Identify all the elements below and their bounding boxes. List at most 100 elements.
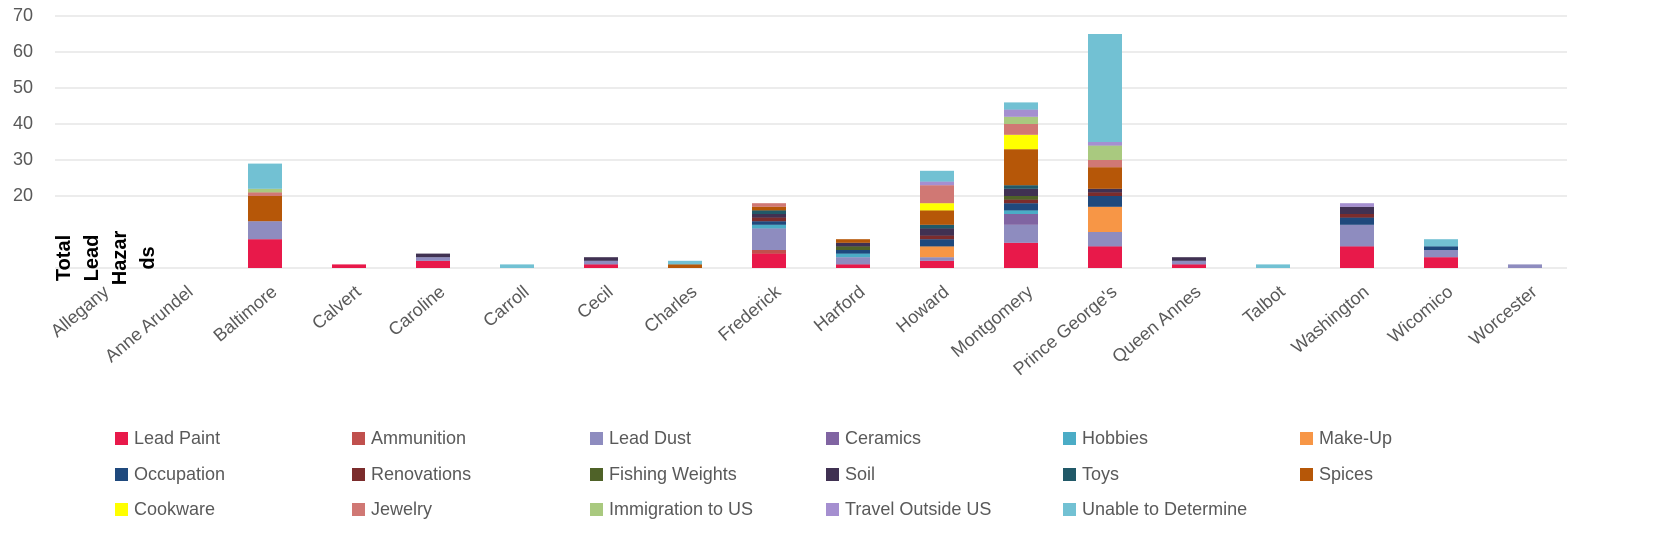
- legend-label: Cookware: [134, 499, 215, 519]
- legend-label: Jewelry: [371, 499, 432, 519]
- y-tick-label: 50: [13, 77, 33, 97]
- bar-segment: [1424, 257, 1458, 268]
- legend-label: Ammunition: [371, 428, 466, 448]
- bar-segment: [752, 253, 786, 268]
- bar-segment: [1172, 260, 1206, 265]
- bar-segment: [836, 253, 870, 258]
- y-tick-label: 40: [13, 113, 33, 133]
- bar-segment: [1424, 250, 1458, 258]
- y-tick-label: 70: [13, 5, 33, 25]
- bar-segment: [1088, 167, 1122, 189]
- legend-swatch: [590, 468, 603, 481]
- bar-segment: [1424, 246, 1458, 250]
- x-tick-label: Caroline: [384, 281, 448, 339]
- legend-swatch: [590, 503, 603, 516]
- bar-segment: [1088, 34, 1122, 142]
- legend-swatch: [352, 503, 365, 516]
- legend-label: Toys: [1082, 464, 1119, 484]
- x-tick-label: Montgomery: [947, 281, 1036, 361]
- legend-swatch: [115, 468, 128, 481]
- legend-label: Lead Dust: [609, 428, 691, 448]
- bar-segment: [920, 246, 954, 258]
- bar-segment: [1340, 246, 1374, 268]
- x-tick-label: Queen Annes: [1108, 281, 1204, 366]
- bar-segment: [1088, 188, 1122, 193]
- bar-segment: [1004, 134, 1038, 150]
- x-tick-label: Baltimore: [210, 281, 281, 345]
- legend-label: Make-Up: [1319, 428, 1392, 448]
- bar-segment: [248, 188, 282, 193]
- bar-segment: [416, 257, 450, 261]
- bar-segment: [752, 206, 786, 211]
- bar-segment: [752, 228, 786, 250]
- bar-segment: [668, 260, 702, 265]
- bar-segment: [584, 257, 618, 261]
- x-tick-label: Talbot: [1239, 281, 1289, 327]
- legend-swatch: [1063, 503, 1076, 516]
- y-tick-label: 20: [13, 185, 33, 205]
- legend-swatch: [115, 432, 128, 445]
- bar-segment: [1004, 124, 1038, 135]
- legend-label: Occupation: [134, 464, 225, 484]
- legend-label: Fishing Weights: [609, 464, 737, 484]
- bar-segment: [1508, 264, 1542, 268]
- bar-segment: [1004, 196, 1038, 200]
- legend-label: Immigration to US: [609, 499, 753, 519]
- bar-segment: [920, 239, 954, 247]
- x-tick-label: Washington: [1287, 281, 1372, 357]
- bar-segment: [1088, 246, 1122, 268]
- bar-segment: [836, 250, 870, 254]
- x-tick-label: Carroll: [479, 281, 532, 330]
- bar-segment: [500, 264, 534, 268]
- bar-segment: [752, 217, 786, 222]
- bar-segment: [1004, 149, 1038, 186]
- bar-segment: [1004, 210, 1038, 214]
- bar-segment: [1088, 145, 1122, 160]
- legend-swatch: [826, 432, 839, 445]
- bar-segment: [416, 253, 450, 258]
- x-tick-label: Cecil: [573, 281, 617, 322]
- bar-segment: [1340, 206, 1374, 214]
- x-tick-label: Calvert: [308, 281, 365, 333]
- legend-swatch: [1063, 432, 1076, 445]
- bar-segment: [920, 203, 954, 211]
- bar-segment: [836, 257, 870, 265]
- bar-segment: [584, 260, 618, 265]
- x-tick-label: Harford: [810, 281, 869, 335]
- bar-segment: [1004, 224, 1038, 243]
- bar-segment: [836, 246, 870, 250]
- bar-segment: [248, 196, 282, 222]
- bar-segment: [1088, 160, 1122, 168]
- bar-segment: [668, 264, 702, 268]
- bar-segment: [1088, 196, 1122, 207]
- bar-segment: [752, 250, 786, 254]
- bar-segment: [1340, 224, 1374, 247]
- bar-segment: [752, 214, 786, 218]
- y-axis-title: Total Lead Hazards: [53, 230, 159, 286]
- y-tick-label: 60: [13, 41, 33, 61]
- bar-segment: [248, 239, 282, 268]
- bar-segment: [1004, 188, 1038, 196]
- x-tick-label: Wicomico: [1384, 281, 1457, 346]
- x-tick-label: Howard: [892, 281, 952, 336]
- bar-segment: [248, 192, 282, 196]
- bar-segment: [920, 224, 954, 229]
- legend-label: Unable to Determine: [1082, 499, 1247, 519]
- bar-segment: [1340, 214, 1374, 218]
- bar-segment: [1004, 116, 1038, 124]
- legend-swatch: [590, 432, 603, 445]
- bar-segment: [752, 203, 786, 207]
- bar-segment: [920, 228, 954, 236]
- legend-swatch: [1300, 432, 1313, 445]
- x-tick-label: Allegany: [47, 281, 113, 341]
- bar-segment: [1172, 257, 1206, 261]
- x-tick-label: Worcester: [1465, 281, 1540, 349]
- bar-segment: [1340, 203, 1374, 207]
- bar-segment: [920, 170, 954, 182]
- bar-segment: [836, 239, 870, 243]
- bar-segment: [248, 221, 282, 240]
- legend-swatch: [1063, 468, 1076, 481]
- bar-segment: [1088, 142, 1122, 146]
